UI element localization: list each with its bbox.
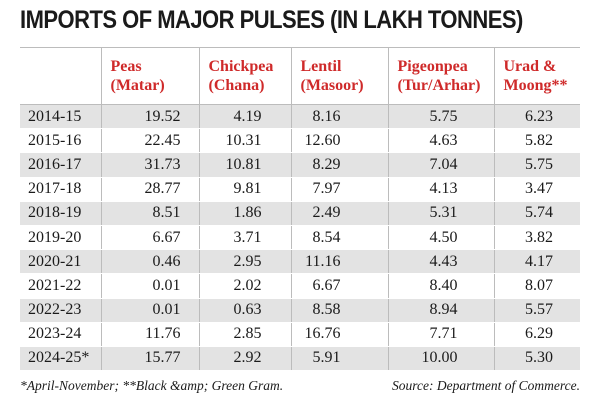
cell-pigeonpea: 4.63 — [387, 128, 494, 154]
cell-chickpea: 2.02 — [198, 273, 291, 299]
header-chickpea-line2: (Chana) — [208, 77, 265, 94]
cell-urad-moong: 3.82 — [493, 225, 580, 251]
cell-lentil: 11.16 — [290, 249, 388, 275]
cell-peas: 0.46 — [100, 249, 199, 275]
table-row: 2023-24 11.76 2.85 16.76 7.71 6.29 — [20, 322, 580, 347]
cell-urad-moong: 5.30 — [493, 346, 580, 372]
table-row: 2020-21 0.46 2.95 11.16 4.43 4.17 — [20, 249, 580, 275]
cell-pigeonpea: 4.50 — [387, 225, 494, 251]
cell-lentil: 2.49 — [290, 201, 388, 226]
header-urad-moong-line2: Moong** — [503, 77, 568, 94]
table-row: 2024-25* 15.77 2.92 5.91 10.00 5.30 — [20, 346, 580, 372]
header-peas: Peas (Matar) — [100, 47, 199, 105]
cell-chickpea: 2.85 — [198, 322, 291, 347]
header-year — [20, 47, 101, 105]
cell-urad-moong: 5.57 — [493, 298, 580, 323]
cell-year: 2018-19 — [20, 201, 101, 226]
table-row: 2022-23 0.01 0.63 8.58 8.94 5.57 — [20, 298, 580, 323]
cell-chickpea: 0.63 — [198, 298, 291, 323]
cell-year: 2023-24 — [20, 322, 101, 347]
cell-chickpea: 9.81 — [198, 177, 291, 202]
cell-lentil: 8.16 — [290, 104, 388, 130]
cell-chickpea: 4.19 — [198, 104, 291, 130]
table-row: 2014-15 19.52 4.19 8.16 5.75 6.23 — [20, 104, 580, 130]
cell-chickpea: 10.81 — [198, 152, 291, 178]
header-chickpea: Chickpea (Chana) — [198, 47, 291, 105]
cell-lentil: 5.91 — [290, 346, 388, 372]
header-peas-line2: (Matar) — [110, 77, 165, 94]
cell-pigeonpea: 4.13 — [387, 177, 494, 202]
cell-peas: 31.73 — [100, 152, 199, 178]
cell-urad-moong: 5.74 — [493, 201, 580, 226]
header-chickpea-line1: Chickpea — [208, 58, 274, 75]
table-row: 2018-19 8.51 1.86 2.49 5.31 5.74 — [20, 201, 580, 226]
cell-peas: 0.01 — [100, 273, 199, 299]
imports-table: Peas (Matar) Chickpea (Chana) Lentil (Ma… — [20, 47, 580, 372]
cell-peas: 28.77 — [100, 177, 199, 202]
page-title: IMPORTS OF MAJOR PULSES (IN LAKH TONNES) — [20, 6, 523, 34]
header-urad-moong-line1: Urad & — [503, 58, 557, 75]
table-row: 2019-20 6.67 3.71 8.54 4.50 3.82 — [20, 225, 580, 251]
cell-peas: 8.51 — [100, 201, 199, 226]
header-lentil: Lentil (Masoor) — [290, 47, 388, 105]
footnote: *April-November; **Black &amp; Green Gra… — [20, 378, 284, 393]
table-header-row: Peas (Matar) Chickpea (Chana) Lentil (Ma… — [20, 47, 580, 105]
header-lentil-line2: (Masoor) — [300, 77, 364, 94]
cell-lentil: 8.54 — [290, 225, 388, 251]
cell-year: 2021-22 — [20, 273, 101, 299]
cell-pigeonpea: 8.94 — [387, 298, 494, 323]
cell-year: 2014-15 — [20, 104, 101, 130]
cell-peas: 6.67 — [100, 225, 199, 251]
cell-urad-moong: 5.75 — [493, 152, 580, 178]
header-lentil-line1: Lentil — [300, 58, 342, 75]
cell-chickpea: 2.95 — [198, 249, 291, 275]
cell-pigeonpea: 10.00 — [387, 346, 494, 372]
cell-urad-moong: 8.07 — [493, 273, 580, 299]
cell-peas: 0.01 — [100, 298, 199, 323]
cell-urad-moong: 6.29 — [493, 322, 580, 347]
header-pigeonpea-line1: Pigeonpea — [397, 58, 468, 75]
cell-year: 2016-17 — [20, 152, 101, 178]
cell-pigeonpea: 7.71 — [387, 322, 494, 347]
cell-urad-moong: 4.17 — [493, 249, 580, 275]
cell-year: 2024-25* — [20, 346, 101, 372]
cell-urad-moong: 6.23 — [493, 104, 580, 130]
cell-year: 2017-18 — [20, 177, 101, 202]
cell-year: 2020-21 — [20, 249, 101, 275]
cell-chickpea: 3.71 — [198, 225, 291, 251]
cell-pigeonpea: 4.43 — [387, 249, 494, 275]
cell-lentil: 12.60 — [290, 128, 388, 154]
table-row: 2017-18 28.77 9.81 7.97 4.13 3.47 — [20, 177, 580, 202]
table-row: 2016-17 31.73 10.81 8.29 7.04 5.75 — [20, 152, 580, 178]
cell-pigeonpea: 5.31 — [387, 201, 494, 226]
cell-year: 2019-20 — [20, 225, 101, 251]
header-peas-line1: Peas — [110, 58, 142, 75]
header-pigeonpea: Pigeonpea (Tur/Arhar) — [387, 47, 494, 105]
cell-lentil: 8.58 — [290, 298, 388, 323]
cell-urad-moong: 5.82 — [493, 128, 580, 154]
header-pigeonpea-line2: (Tur/Arhar) — [397, 77, 481, 94]
source-note: Source: Department of Commerce. — [392, 378, 580, 393]
cell-lentil: 16.76 — [290, 322, 388, 347]
cell-year: 2022-23 — [20, 298, 101, 323]
cell-year: 2015-16 — [20, 128, 101, 154]
cell-pigeonpea: 5.75 — [387, 104, 494, 130]
cell-chickpea: 1.86 — [198, 201, 291, 226]
table-row: 2021-22 0.01 2.02 6.67 8.40 8.07 — [20, 273, 580, 299]
cell-urad-moong: 3.47 — [493, 177, 580, 202]
imports-table-container: Peas (Matar) Chickpea (Chana) Lentil (Ma… — [20, 47, 580, 372]
cell-peas: 19.52 — [100, 104, 199, 130]
cell-peas: 22.45 — [100, 128, 199, 154]
cell-lentil: 6.67 — [290, 273, 388, 299]
cell-peas: 11.76 — [100, 322, 199, 347]
cell-pigeonpea: 8.40 — [387, 273, 494, 299]
header-urad-moong: Urad & Moong** — [493, 47, 580, 105]
cell-lentil: 7.97 — [290, 177, 388, 202]
cell-chickpea: 2.92 — [198, 346, 291, 372]
cell-chickpea: 10.31 — [198, 128, 291, 154]
cell-peas: 15.77 — [100, 346, 199, 372]
cell-lentil: 8.29 — [290, 152, 388, 178]
cell-pigeonpea: 7.04 — [387, 152, 494, 178]
table-row: 2015-16 22.45 10.31 12.60 4.63 5.82 — [20, 128, 580, 154]
